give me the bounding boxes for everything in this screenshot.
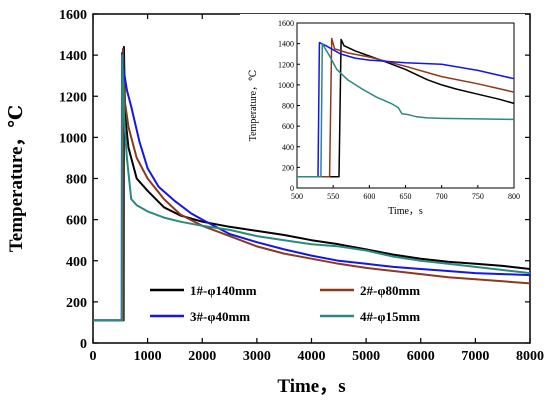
legend-label-4-15mm: 4#-φ15mm [360, 309, 420, 324]
main-plot: 0 1000 2000 3000 4000 5000 6000 7000 80000200400… [6, 8, 544, 397]
x-tick-label: 2000 [188, 349, 216, 364]
x-axis-title: Time，s [277, 376, 345, 397]
inset-y-axis-title: Temperature，℃ [248, 70, 259, 142]
y-tick-label: 1200 [59, 90, 87, 105]
inset-y-tick-label: 0 [290, 184, 294, 193]
inset-x-tick-label: 800 [508, 192, 520, 201]
legend-label-2-80mm: 2#-φ80mm [360, 283, 420, 298]
legend-label-3-40mm: 3#-φ40mm [190, 309, 250, 324]
inset-series-line-4-15mm [297, 42, 515, 178]
inset-x-axis-title: Time，s [388, 206, 423, 217]
inset-y-tick-label: 400 [282, 143, 294, 152]
y-tick-label: 400 [66, 255, 87, 270]
y-tick-label: 600 [66, 214, 87, 229]
inset-x-tick-label: 550 [327, 192, 339, 201]
inset-y-tick-label: 1000 [278, 81, 294, 90]
inset-plot: 500 550 600 650 700 750 800 0 200 400 600 800 1000 12… [240, 14, 525, 222]
inset-series-line-2-80mm [297, 37, 515, 178]
inset-x-tick-label: 600 [363, 192, 375, 201]
legend-label-1-140mm: 1#-φ140mm [190, 283, 257, 298]
y-tick-label: 800 [66, 173, 87, 188]
x-tick-label: 3000 [243, 349, 271, 364]
x-tick-label: 5000 [352, 349, 380, 364]
series-line-2-80mm [93, 48, 531, 322]
x-tick-label: 7000 [461, 349, 489, 364]
x-tick-label: 0 [90, 349, 97, 364]
x-tick-label: 8000 [516, 349, 544, 364]
x-tick-label: 6000 [407, 349, 435, 364]
y-tick-label: 1600 [59, 8, 87, 23]
inset-x-tick-label: 750 [472, 192, 484, 201]
y-tick-label: 1400 [59, 49, 87, 64]
x-tick-label: 4000 [298, 349, 326, 364]
y-axis-title: Temperature，℃ [6, 105, 27, 252]
inset-x-tick-label: 700 [436, 192, 448, 201]
inset-y-tick-label: 600 [282, 122, 294, 131]
inset-y-tick-label: 200 [282, 163, 294, 172]
y-tick-label: 200 [66, 296, 87, 311]
inset-y-tick-label: 1400 [278, 40, 294, 49]
y-tick-label: 1000 [59, 131, 87, 146]
inset-y-tick-label: 1200 [278, 60, 294, 69]
inset-y-tick-label: 1600 [278, 19, 294, 28]
inset-x-tick-label: 500 [291, 192, 303, 201]
inset-x-tick-label: 650 [400, 192, 412, 201]
inset-series-line-1-140mm [297, 38, 515, 178]
inset-y-tick-label: 800 [282, 102, 294, 111]
series-line-4-15mm [93, 54, 531, 322]
inset-series-line-3-40mm [297, 41, 515, 178]
x-tick-label: 1000 [134, 349, 162, 364]
y-tick-label: 0 [80, 337, 87, 352]
